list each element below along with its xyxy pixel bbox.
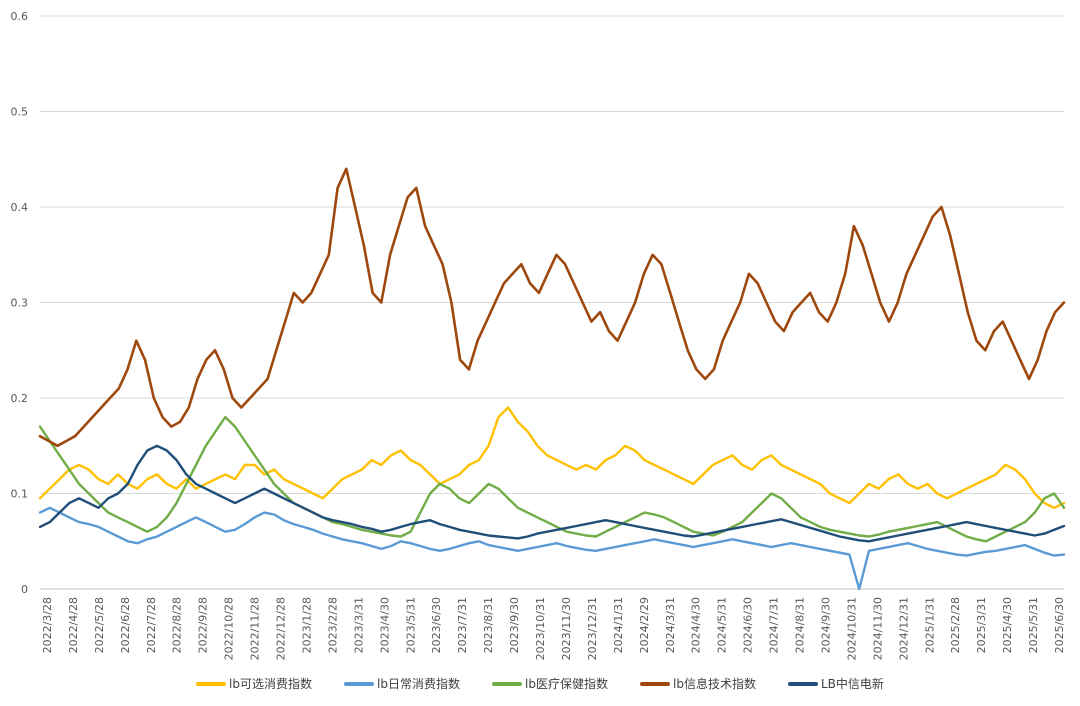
x-tick-label: 2022/5/28 <box>93 597 106 653</box>
y-tick-label: 0.2 <box>11 392 29 405</box>
y-tick-label: 0.4 <box>11 201 29 214</box>
x-tick-label: 2023/6/30 <box>430 597 443 653</box>
legend-label-4: LB中信电新 <box>821 676 884 691</box>
x-tick-label: 2022/6/28 <box>119 597 132 653</box>
x-tick-label: 2022/4/28 <box>67 597 80 653</box>
x-tick-label: 2025/4/30 <box>1001 597 1014 653</box>
x-tick-label: 2024/10/31 <box>845 597 858 660</box>
x-tick-label: 2023/11/30 <box>560 597 573 660</box>
x-tick-label: 2022/3/28 <box>41 597 54 653</box>
x-tick-label: 2023/2/28 <box>326 597 339 653</box>
x-axis: 2022/3/28 2022/4/28 2022/5/28 2022/6/28 2022… <box>41 597 1066 660</box>
legend-label-3: lb信息技术指数 <box>673 676 756 691</box>
x-tick-label: 2024/6/30 <box>742 597 755 653</box>
x-tick-label: 2022/11/28 <box>249 597 262 660</box>
y-tick-label: 0 <box>21 583 28 596</box>
x-tick-label: 2023/8/31 <box>482 597 495 653</box>
series-line-2 <box>38 415 1066 543</box>
series-line-4 <box>38 444 1066 543</box>
x-tick-label: 2024/8/31 <box>794 597 807 653</box>
x-tick-label: 2023/4/30 <box>378 597 391 653</box>
x-tick-label: 2025/3/31 <box>975 597 988 653</box>
x-tick-label: 2023/3/31 <box>352 597 365 653</box>
x-tick-label: 2023/9/30 <box>508 597 521 653</box>
x-tick-label: 2025/5/31 <box>1027 597 1040 653</box>
x-tick-label: 2022/12/28 <box>275 597 288 660</box>
grid-lines <box>40 15 1064 590</box>
series-line-3 <box>38 167 1066 448</box>
series-lines <box>38 167 1066 591</box>
x-tick-label: 2023/1/28 <box>300 597 313 653</box>
x-tick-label: 2023/12/31 <box>586 597 599 660</box>
x-tick-label: 2023/5/31 <box>404 597 417 653</box>
legend-label-1: lb日常消费指数 <box>377 676 460 691</box>
legend: lb可选消费指数 lb日常消费指数 lb医疗保健指数 lb信息技术指数 LB中信电新 <box>196 676 884 691</box>
x-tick-label: 2023/7/31 <box>456 597 469 653</box>
x-tick-label: 2025/6/30 <box>1053 597 1066 653</box>
y-axis: 0 0.1 0.2 0.3 0.4 0.5 0.6 <box>11 10 29 596</box>
x-tick-label: 2024/5/31 <box>716 597 729 653</box>
x-tick-label: 2025/2/28 <box>949 597 962 653</box>
x-tick-label: 2025/1/31 <box>923 597 936 653</box>
y-tick-label: 0.6 <box>11 10 29 23</box>
legend-label-0: lb可选消费指数 <box>229 676 312 691</box>
series-line-1 <box>38 506 1066 591</box>
x-tick-label: 2024/1/31 <box>612 597 625 653</box>
x-tick-label: 2022/9/28 <box>197 597 210 653</box>
y-tick-label: 0.5 <box>11 106 29 119</box>
x-tick-label: 2024/12/31 <box>897 597 910 660</box>
legend-label-2: lb医疗保健指数 <box>525 676 608 691</box>
x-tick-label: 2024/3/31 <box>664 597 677 653</box>
x-tick-label: 2022/8/28 <box>171 597 184 653</box>
x-tick-label: 2024/2/29 <box>638 597 651 653</box>
x-tick-label: 2024/11/30 <box>871 597 884 660</box>
x-tick-label: 2024/4/30 <box>690 597 703 653</box>
x-tick-label: 2024/7/31 <box>768 597 781 653</box>
y-tick-label: 0.3 <box>11 297 29 310</box>
series-line-0 <box>38 406 1066 509</box>
x-tick-label: 2022/10/28 <box>223 597 236 660</box>
x-tick-label: 2024/9/30 <box>819 597 832 653</box>
x-tick-label: 2023/10/31 <box>534 597 547 660</box>
y-tick-label: 0.1 <box>11 488 29 501</box>
x-tick-label: 2022/7/28 <box>145 597 158 653</box>
